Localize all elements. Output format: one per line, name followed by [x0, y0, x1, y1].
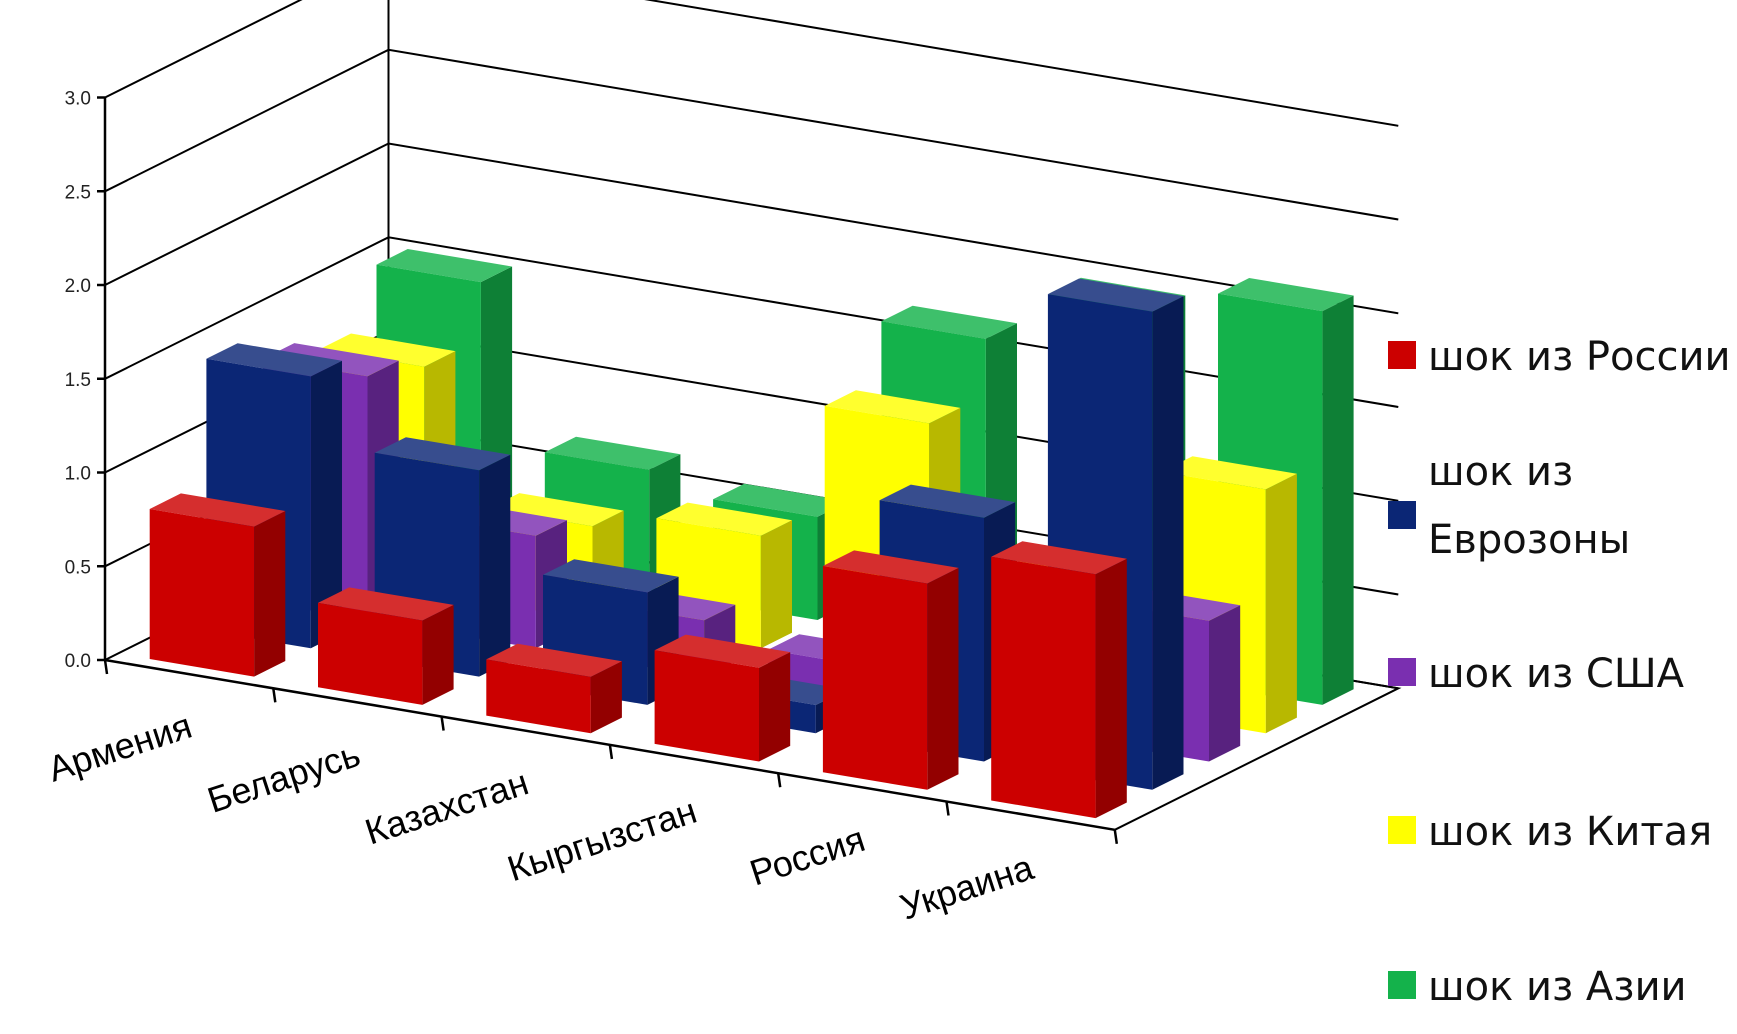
category-tick: [608, 744, 614, 760]
legend-item: шок из России: [1388, 334, 1731, 380]
legend-item: шок из США: [1388, 651, 1685, 697]
legend-swatch: [1388, 658, 1416, 686]
legend-label: шок из США: [1428, 651, 1685, 697]
bar-front: [654, 650, 759, 762]
bar-side: [479, 454, 511, 677]
bar-top: [376, 249, 513, 283]
bar-front: [318, 602, 423, 705]
bar-top: [656, 502, 792, 536]
bar-top: [991, 541, 1127, 575]
bar-side: [310, 360, 342, 649]
bar-top: [149, 493, 286, 527]
y-tick-label: 3.0: [65, 89, 91, 110]
bar: [991, 541, 1127, 819]
legend-swatch: [1388, 341, 1416, 369]
bar-top: [206, 343, 342, 377]
bar-top: [374, 437, 511, 471]
bar: [318, 587, 454, 705]
gridline: [104, 142, 1399, 315]
legend-label: шок из России: [1428, 334, 1731, 380]
category-tick: [440, 716, 445, 731]
bar-top: [488, 493, 624, 527]
bar-front: [822, 566, 928, 790]
bar: [822, 550, 959, 790]
chart-bars: [149, 249, 1354, 819]
bar-side: [1095, 558, 1127, 819]
bar-top: [822, 550, 959, 584]
bar-top: [544, 436, 681, 470]
gridline: [104, 0, 1399, 127]
bar-front: [991, 556, 1096, 819]
bar-top: [318, 587, 454, 621]
legend-item: шок из Еврозоны: [1388, 449, 1630, 563]
category-tick: [272, 688, 277, 703]
bar-side: [1322, 295, 1354, 705]
y-tick-label: 2.5: [65, 182, 91, 203]
bar-side: [254, 511, 286, 677]
bar: [149, 493, 286, 677]
bar-top: [713, 483, 849, 517]
legend-swatch: [1388, 971, 1416, 999]
bar-top: [1047, 278, 1184, 312]
legend-item: шок из Китая: [1388, 809, 1712, 855]
bar-front: [149, 509, 255, 677]
category-label: Украина: [895, 846, 1039, 928]
category-tick: [776, 773, 782, 788]
category-label: Россия: [745, 818, 870, 893]
bar-side: [1152, 296, 1184, 790]
bar-side: [759, 652, 791, 762]
legend-swatch: [1388, 816, 1416, 844]
bar-front: [486, 659, 591, 734]
legend-label: шок из Китая: [1428, 809, 1712, 855]
bar-side: [1265, 473, 1297, 734]
category-label: Казахстан: [360, 761, 533, 852]
legend-swatch: [1388, 501, 1416, 529]
bar-top: [654, 634, 791, 668]
legend-label: шок из Еврозоны: [1428, 449, 1630, 563]
category-tick: [1113, 829, 1119, 844]
y-tick-label: 1.5: [65, 370, 91, 391]
bar-side: [1209, 605, 1241, 762]
bar-top: [824, 390, 961, 424]
y-tick-label: 1.0: [65, 464, 91, 485]
category-label: Беларусь: [203, 733, 365, 821]
bar-side: [927, 567, 959, 790]
bar-top: [1161, 456, 1297, 490]
bar-side: [590, 661, 622, 734]
y-tick-label: 2.0: [65, 276, 91, 297]
bar-top: [879, 484, 1016, 518]
bar-top: [881, 305, 1017, 339]
bar: [654, 634, 791, 762]
y-tick-label: 0.5: [65, 557, 91, 578]
gridline: [104, 48, 1399, 221]
y-tick-label: 0.0: [65, 651, 91, 672]
legend-item: шок из Азии: [1388, 964, 1687, 1010]
category-label: Кыргызстан: [502, 790, 701, 890]
category-label: Армения: [43, 705, 197, 790]
bar-top: [1218, 278, 1354, 312]
category-tick: [103, 659, 109, 675]
bar-side: [760, 520, 792, 649]
bar-top: [319, 333, 456, 367]
bar-top: [486, 643, 622, 677]
chart-legend: шок из России шок из Еврозоны шок из США шок…: [1388, 334, 1731, 1010]
bar-top: [543, 559, 679, 593]
category-tick: [945, 801, 950, 816]
bar-side: [422, 604, 454, 705]
bar: [486, 643, 622, 734]
legend-label: шок из Азии: [1428, 964, 1687, 1010]
